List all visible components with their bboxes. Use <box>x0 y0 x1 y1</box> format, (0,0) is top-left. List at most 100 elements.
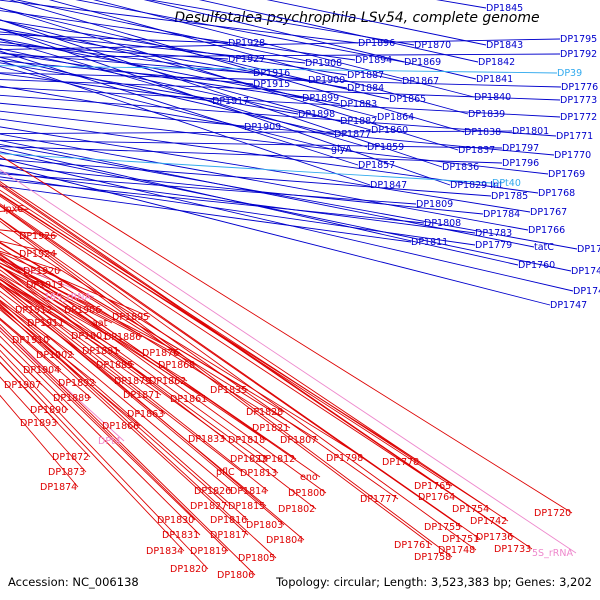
leader-line <box>0 180 509 522</box>
gene-label: DP1751 <box>442 534 479 545</box>
gene-labels: DP1845 DP1843 DP1842 DP1841 DP1840 DP1839 DP18… <box>3 3 600 581</box>
gene-label: DP1834 <box>146 546 183 557</box>
leader-line <box>0 253 321 478</box>
gene-label: DP1778 <box>382 457 419 468</box>
leader-line <box>0 189 491 510</box>
leader-line <box>0 165 484 215</box>
gene-label: DP1892 <box>58 378 95 389</box>
leader-line <box>0 146 503 164</box>
gene-label: DP1755 <box>424 522 461 533</box>
gene-label: DP1767 <box>530 207 567 218</box>
gene-label: DP1859 <box>367 142 404 153</box>
gene-label: DP1927 <box>228 54 265 65</box>
gene-label: DP1926 <box>19 231 56 242</box>
gene-label: glyA <box>331 144 352 155</box>
leader-line <box>0 164 551 306</box>
leader-line <box>0 28 372 131</box>
leader-line <box>0 158 492 197</box>
gene-label: DP1807 <box>280 435 317 446</box>
gene-label: DP1917 <box>212 96 249 107</box>
gene-label: pflC <box>216 467 235 478</box>
leader-line <box>0 330 196 521</box>
gene-label: DP1847 <box>370 180 407 191</box>
leader-line <box>0 184 515 538</box>
gene-label: aat <box>92 318 108 329</box>
leader-line <box>0 79 561 101</box>
gene-label: DP1911 <box>27 318 64 329</box>
leader-line <box>0 309 141 427</box>
leader-line <box>0 285 285 526</box>
leader-line <box>0 229 58 237</box>
leader-line <box>0 7 459 151</box>
gene-label: DP1862 <box>149 376 186 387</box>
leader-line <box>0 183 533 550</box>
leader-line <box>0 349 209 570</box>
leader-line <box>0 19 348 76</box>
leader-line <box>0 176 476 246</box>
gene-label: DP1909 <box>244 122 281 133</box>
leader-line <box>0 38 341 105</box>
leader-line <box>0 86 561 118</box>
gene-label: DP1886 <box>104 332 141 343</box>
gene-label: DP1743 <box>573 286 600 297</box>
gene-label: DP1798 <box>326 453 363 464</box>
leader-line <box>0 118 539 194</box>
leader-line <box>0 94 557 137</box>
gene-label: DP1891 <box>82 346 119 357</box>
leader-line <box>0 151 572 272</box>
gene-label: DP1748 <box>438 545 475 556</box>
gene-label: DPt40 <box>492 178 521 189</box>
gene-label: DP1761 <box>394 540 431 551</box>
leader-line <box>0 72 562 88</box>
gene-label: DP1806 <box>217 570 254 581</box>
leader-line <box>0 256 327 494</box>
gene-label: DP1910 <box>12 335 49 346</box>
gene-label: DP1870 <box>414 40 451 51</box>
leader-line <box>0 0 359 44</box>
gene-label: DP1802 <box>278 504 315 515</box>
leader-line <box>0 179 425 224</box>
leader-line <box>0 52 254 74</box>
leader-line <box>0 147 519 266</box>
leader-line <box>0 304 229 507</box>
gene-label: DP1839 <box>468 109 505 120</box>
gene-label: DP1809 <box>416 199 453 210</box>
gene-label: DP1746 <box>577 244 600 255</box>
gene-label: DP1879 <box>114 376 151 387</box>
gene-label: DP1893 <box>20 418 57 429</box>
leader-line <box>0 217 399 500</box>
gene-label: DP1772 <box>560 112 597 123</box>
leader-line <box>0 218 453 558</box>
gene-label: DP1811 <box>411 237 448 248</box>
leader-line <box>0 208 30 212</box>
gene-label: DP1890 <box>30 405 67 416</box>
leader-line <box>0 355 185 552</box>
leader-line <box>0 266 188 382</box>
gene-label: DP1771 <box>556 131 593 142</box>
gene-label: DP1796 <box>502 158 539 169</box>
gene-label: DP1733 <box>494 544 531 555</box>
gene-label: DP1785 <box>491 191 528 202</box>
gene-label: DP1884 <box>347 83 384 94</box>
leader-line <box>0 283 243 473</box>
gene-label: DP1857 <box>358 160 395 171</box>
leader-line <box>0 335 201 536</box>
gene-label: DP1720 <box>534 508 571 519</box>
gene-label: DP1783 <box>475 228 512 239</box>
leader-line <box>0 279 54 311</box>
gene-label: DP1818 <box>228 435 265 446</box>
leader-line <box>0 323 256 576</box>
leader-line <box>0 205 477 551</box>
gene-label: DP1760 <box>518 260 555 271</box>
gene-label: DP1744 <box>571 266 600 277</box>
gene-label: DP1843 <box>486 40 523 51</box>
gene-label: DP1868 <box>158 360 195 371</box>
gene-label: DP1768 <box>538 188 575 199</box>
leader-line <box>0 220 433 546</box>
gene-label: lpxC <box>3 204 24 215</box>
leader-line <box>0 204 463 528</box>
leader-line <box>0 326 229 552</box>
leader-line <box>9 0 465 133</box>
leader-line <box>0 257 197 366</box>
